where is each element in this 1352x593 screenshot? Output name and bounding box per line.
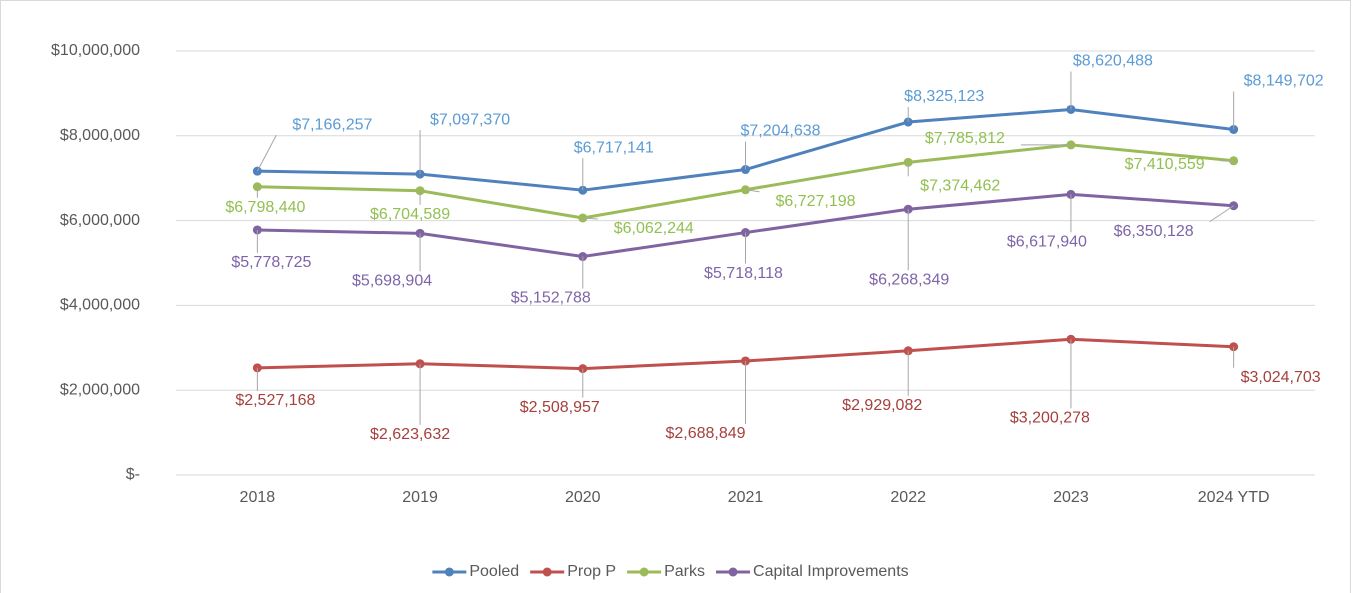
x-tick-label: 2024 YTD [1198, 489, 1270, 506]
legend-marker [639, 567, 649, 577]
data-label: $5,718,118 [704, 265, 783, 282]
data-label: $5,778,725 [231, 254, 311, 271]
data-label: $6,062,244 [614, 220, 694, 237]
leader-line [1209, 205, 1234, 223]
data-label: $7,097,370 [430, 111, 510, 128]
data-label: $6,350,128 [1114, 223, 1194, 240]
x-tick-label: 2019 [402, 489, 438, 506]
data-label: $2,623,632 [370, 426, 450, 443]
y-tick-label: $4,000,000 [60, 297, 140, 314]
legend-item[interactable]: Parks [627, 563, 705, 580]
data-label: $7,410,559 [1125, 156, 1205, 173]
legend-marker [542, 567, 552, 577]
leader-line [256, 134, 277, 172]
data-label: $6,798,440 [225, 199, 305, 216]
x-tick-label: 2023 [1053, 489, 1089, 506]
data-label: $7,204,638 [740, 123, 820, 140]
y-tick-label: $6,000,000 [60, 212, 140, 229]
data-label: $6,727,198 [775, 193, 855, 210]
data-label: $2,688,849 [665, 425, 745, 442]
data-label: $2,929,082 [842, 397, 922, 414]
data-label: $2,527,168 [235, 392, 315, 409]
data-label: $8,620,488 [1073, 53, 1153, 70]
data-label: $6,704,589 [370, 206, 450, 223]
data-label: $5,698,904 [352, 273, 432, 290]
leader-line [582, 217, 598, 220]
y-tick-label: $10,000,000 [51, 42, 140, 59]
legend-item[interactable]: Prop P [530, 563, 616, 580]
y-tick-label: $2,000,000 [60, 381, 140, 398]
x-tick-label: 2021 [728, 489, 764, 506]
legend-label: Parks [664, 563, 705, 580]
leader-line [745, 189, 760, 193]
legend-marker [444, 567, 454, 577]
legend-marker [728, 567, 738, 577]
data-label: $8,149,702 [1244, 73, 1324, 90]
data-label: $7,374,462 [920, 178, 1000, 195]
y-tick-label: $- [126, 466, 140, 483]
data-label: $8,325,123 [904, 88, 984, 105]
data-label: $3,024,703 [1241, 369, 1321, 386]
data-label: $6,717,141 [574, 139, 654, 156]
x-tick-label: 2018 [240, 489, 276, 506]
y-tick-label: $8,000,000 [60, 127, 140, 144]
legend-item[interactable]: Capital Improvements [716, 563, 909, 580]
data-label: $6,617,940 [1007, 234, 1087, 251]
data-label: $6,268,349 [869, 271, 949, 288]
legend-label: Prop P [567, 563, 616, 580]
legend-label: Capital Improvements [753, 563, 909, 580]
data-label: $7,166,257 [292, 116, 372, 133]
x-tick-label: 2022 [890, 489, 926, 506]
data-label: $2,508,957 [520, 399, 600, 416]
data-label: $5,152,788 [511, 290, 591, 307]
legend-item[interactable]: Pooled [432, 563, 519, 580]
legend-label: Pooled [469, 563, 519, 580]
data-label: $3,200,278 [1010, 410, 1090, 427]
data-label: $7,785,812 [925, 130, 1005, 147]
x-tick-label: 2020 [565, 489, 601, 506]
